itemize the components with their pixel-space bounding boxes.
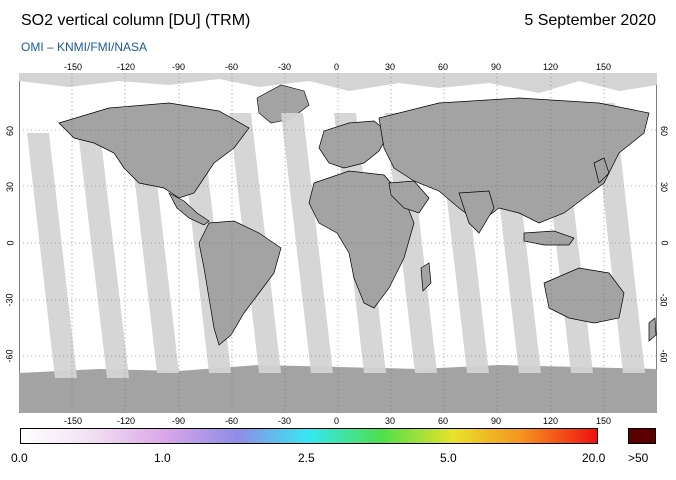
lat-tick-left: 30 bbox=[5, 181, 16, 193]
lat-tick-right: -60 bbox=[658, 349, 669, 363]
lon-tick-bottom: 90 bbox=[491, 416, 502, 426]
lon-tick-top: -150 bbox=[64, 62, 83, 72]
madagascar bbox=[420, 262, 432, 292]
lat-tick-right: 0 bbox=[659, 240, 670, 246]
colorbar-overflow-swatch bbox=[628, 428, 656, 444]
southeast-asia-islands bbox=[523, 230, 575, 246]
lat-tick-right: -30 bbox=[658, 293, 669, 307]
lat-tick-right: 60 bbox=[659, 125, 670, 137]
lon-tick-top: 0 bbox=[334, 62, 340, 72]
colorbar-label: >50 bbox=[628, 451, 649, 465]
swath bbox=[27, 133, 77, 378]
lon-tick-bottom: 0 bbox=[334, 416, 340, 426]
lon-tick-top: -30 bbox=[278, 62, 292, 72]
lat-tick-left: 0 bbox=[5, 240, 16, 246]
colorbar-label: 1.0 bbox=[154, 451, 171, 465]
lat-tick-left: -60 bbox=[4, 349, 15, 363]
lon-tick-bottom: 30 bbox=[385, 416, 396, 426]
continents bbox=[58, 97, 657, 346]
lon-tick-bottom: 150 bbox=[596, 416, 612, 426]
japan bbox=[593, 157, 610, 184]
arabia bbox=[388, 180, 430, 214]
lon-tick-bottom: -120 bbox=[117, 416, 136, 426]
europe bbox=[318, 120, 390, 169]
south-america bbox=[198, 220, 282, 346]
lon-tick-bottom: -30 bbox=[278, 416, 292, 426]
lon-tick-top: -60 bbox=[225, 62, 239, 72]
so2-map bbox=[19, 73, 657, 413]
lon-tick-bottom: -90 bbox=[172, 416, 186, 426]
lon-tick-top: -90 bbox=[172, 62, 186, 72]
asia bbox=[378, 97, 650, 224]
lat-tick-left: -30 bbox=[4, 293, 15, 307]
colorbar-label: 5.0 bbox=[440, 451, 457, 465]
lon-tick-top: -120 bbox=[117, 62, 136, 72]
lon-tick-top: 150 bbox=[596, 62, 612, 72]
lon-tick-bottom: -150 bbox=[64, 416, 83, 426]
data-credit: OMI – KNMI/FMI/NASA bbox=[21, 40, 148, 54]
colorbar-label: 0.0 bbox=[11, 451, 28, 465]
lon-tick-top: 90 bbox=[491, 62, 502, 72]
colorbar-label: 20.0 bbox=[582, 451, 606, 465]
lon-tick-bottom: -60 bbox=[225, 416, 239, 426]
lat-tick-right: 30 bbox=[659, 181, 670, 193]
swath bbox=[77, 123, 129, 378]
graticule bbox=[19, 73, 657, 413]
north-america bbox=[58, 102, 250, 199]
lon-tick-bottom: 120 bbox=[543, 416, 559, 426]
lon-tick-top: 60 bbox=[438, 62, 449, 72]
colorbar-label: 2.5 bbox=[298, 451, 315, 465]
lon-tick-bottom: 60 bbox=[438, 416, 449, 426]
lon-tick-top: 120 bbox=[543, 62, 559, 72]
map-title: SO2 vertical column [DU] (TRM) bbox=[21, 12, 251, 29]
india bbox=[458, 190, 495, 234]
arctic-fill bbox=[19, 73, 657, 93]
colorbar bbox=[20, 428, 598, 444]
new-zealand bbox=[648, 317, 657, 342]
map-date: 5 September 2020 bbox=[524, 12, 656, 29]
lat-tick-left: 60 bbox=[5, 125, 16, 137]
lon-tick-top: 30 bbox=[385, 62, 396, 72]
